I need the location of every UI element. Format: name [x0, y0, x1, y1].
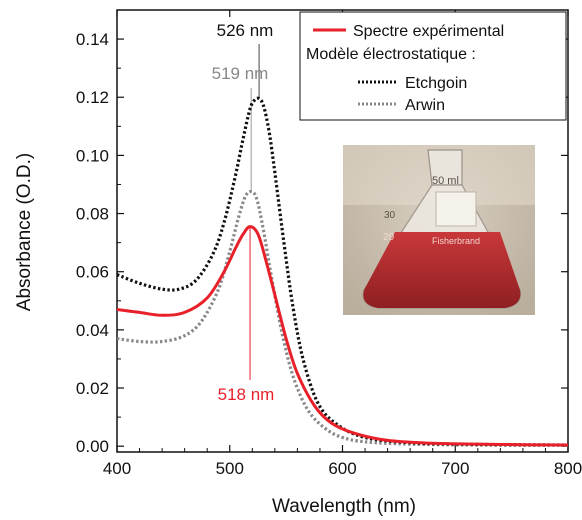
- x-axis-title: Wavelength (nm): [272, 496, 416, 517]
- y-tick-label: 0.08: [76, 205, 109, 224]
- y-tick-label: 0.04: [76, 321, 109, 340]
- y-tick-label: 0.10: [76, 146, 109, 165]
- y-tick-label: 0.12: [76, 88, 109, 107]
- x-tick-label: 800: [554, 459, 582, 478]
- legend-label-etchgoin: Etchgoin: [405, 75, 467, 92]
- legend-label-experimental: Spectre expérimental: [353, 23, 504, 40]
- peak-annotation-arwin: 519 nm: [212, 64, 269, 83]
- series-line-experimental: [117, 225, 568, 447]
- peak-annotation-experimental: 518 nm: [218, 385, 275, 404]
- legend: Spectre expérimental Modèle électrostati…: [299, 11, 567, 121]
- data-series: [117, 96, 568, 447]
- y-tick-label: 0.02: [76, 379, 109, 398]
- y-tick-label: 0.00: [76, 437, 109, 456]
- x-tick-label: 700: [441, 459, 469, 478]
- x-tick-label: 400: [103, 459, 131, 478]
- y-axis-ticks: 0.00 0.02 0.04 0.06 0.08 0.10 0.12 0.14: [76, 30, 568, 456]
- flask-volume-mark: 50 ml: [432, 175, 459, 187]
- flask-brand: Fisherbrand: [432, 236, 480, 246]
- y-tick-label: 0.14: [76, 30, 109, 49]
- peak-marker-lines: [249, 44, 260, 380]
- y-tick-label: 0.06: [76, 263, 109, 282]
- x-tick-label: 500: [216, 459, 244, 478]
- peak-annotation-etchgoin: 526 nm: [217, 21, 274, 40]
- flask-grad-30: 30: [384, 210, 396, 221]
- y-axis-title: Absorbance (O.D.): [14, 153, 35, 311]
- x-axis-ticks: 400 500 600 700 800: [103, 10, 582, 478]
- flask-grad-20: 20: [383, 232, 395, 243]
- legend-label-arwin: Arwin: [405, 97, 445, 114]
- flask-photo-inset: 50 ml 30 20 Fisherbrand: [343, 145, 535, 315]
- x-tick-label: 600: [328, 459, 356, 478]
- legend-header: Modèle électrostatique :: [306, 46, 476, 63]
